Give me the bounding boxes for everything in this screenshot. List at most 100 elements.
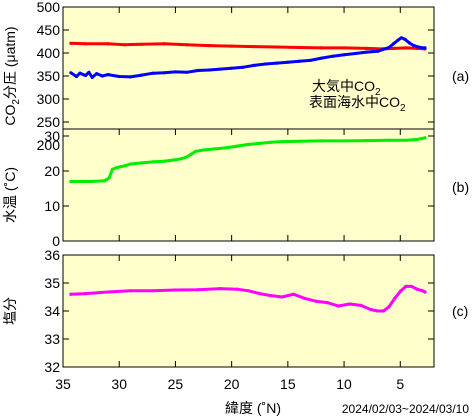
data-point [393, 296, 397, 300]
data-point [359, 303, 363, 307]
x-axis-tick-labels: 35 30 25 20 15 10 5 [55, 376, 404, 392]
series-大気中CO2 [69, 41, 427, 51]
data-point [74, 74, 79, 79]
data-point [342, 53, 346, 57]
panel-temperature-ytick-label: 30 [44, 128, 60, 144]
x-tick-label: 5 [396, 376, 404, 392]
panel-co2-ylabel: CO2分圧 (μatm) [2, 26, 22, 125]
panel-co2-ytick-label: 450 [37, 22, 61, 38]
data-point [320, 139, 324, 143]
data-point [106, 290, 110, 294]
data-point [246, 142, 251, 146]
data-point [387, 45, 391, 50]
data-point [291, 292, 296, 296]
panel-co2-ytick-label: 500 [37, 0, 61, 15]
data-point [320, 46, 324, 50]
data-point [162, 71, 166, 75]
panel-temperature-ytick-label: 0 [52, 233, 60, 249]
data-point [173, 158, 177, 162]
data-point [258, 141, 262, 145]
data-point [399, 36, 403, 40]
data-point [269, 140, 273, 144]
data-point [331, 54, 335, 58]
panel-tag-a: (a) [452, 68, 469, 84]
data-point [90, 75, 94, 79]
data-point [110, 167, 115, 171]
data-point [69, 292, 73, 296]
data-point [286, 60, 290, 64]
panel-salinity-ytick-label: 34 [44, 303, 60, 319]
data-point [297, 45, 301, 50]
panel-co2-ytick-label: 350 [37, 68, 61, 84]
data-point [83, 42, 88, 46]
data-point [364, 46, 369, 51]
data-point [407, 41, 411, 45]
data-point [415, 137, 419, 142]
data-point [364, 50, 369, 54]
data-point [235, 144, 239, 148]
data-point [369, 308, 373, 312]
data-point [140, 42, 144, 46]
data-point [423, 46, 427, 50]
x-tick-label: 10 [336, 376, 352, 392]
data-point [69, 41, 73, 45]
data-point [416, 45, 420, 49]
data-point [196, 68, 200, 73]
panel-co2-ytick-label: 200 [37, 137, 61, 153]
data-point [387, 305, 391, 309]
data-point [151, 289, 155, 293]
data-point [246, 289, 251, 293]
data-point [213, 147, 217, 151]
data-point [185, 155, 189, 159]
data-point [107, 176, 111, 180]
data-point [364, 139, 369, 143]
data-point [409, 284, 414, 288]
data-point [106, 73, 110, 77]
legend-atmosphere-co2: 大気中CO2 [312, 78, 381, 98]
panel-co2-series [69, 36, 427, 79]
data-point [230, 44, 234, 48]
data-point [403, 37, 407, 41]
data-point [218, 287, 222, 291]
data-point [151, 71, 155, 75]
data-point [78, 179, 82, 184]
data-point [173, 288, 177, 292]
data-point [280, 295, 284, 299]
panel-tag-b: (b) [452, 179, 469, 195]
data-point [412, 44, 416, 48]
data-point [83, 292, 88, 296]
data-point [314, 299, 318, 303]
data-point [336, 304, 340, 308]
data-point [140, 73, 144, 77]
data-point [140, 161, 144, 165]
panel-salinity-ytick-label: 35 [44, 275, 60, 291]
data-point [189, 152, 193, 156]
panel-salinity: 塩分 (c) 32 33 34 35 36 [2, 247, 468, 375]
data-point [297, 59, 301, 63]
data-point [342, 139, 346, 143]
data-point [123, 164, 127, 168]
data-point [207, 44, 211, 48]
panel-co2-ytick-label: 250 [37, 114, 61, 130]
data-point [423, 136, 427, 140]
data-point [201, 148, 206, 152]
panel-co2-ytick-label: 400 [37, 45, 61, 61]
data-point [381, 309, 385, 313]
data-point [404, 46, 408, 50]
x-tick-label: 20 [224, 376, 240, 392]
panel-co2-ytick-label: 300 [37, 91, 61, 107]
panel-temperature-frame [62, 128, 435, 242]
data-point [128, 75, 133, 79]
data-point [235, 287, 239, 291]
data-point [342, 46, 346, 50]
data-point [280, 140, 284, 144]
panel-salinity-ytick-label: 36 [44, 247, 60, 263]
data-point [303, 296, 307, 300]
data-point [207, 68, 211, 72]
data-point [230, 66, 234, 70]
x-tick-label: 15 [280, 376, 296, 392]
data-point [69, 71, 73, 75]
legend-seawater-co2: 表面海水中CO2 [309, 94, 406, 114]
data-point [151, 160, 155, 164]
data-point [275, 61, 279, 65]
